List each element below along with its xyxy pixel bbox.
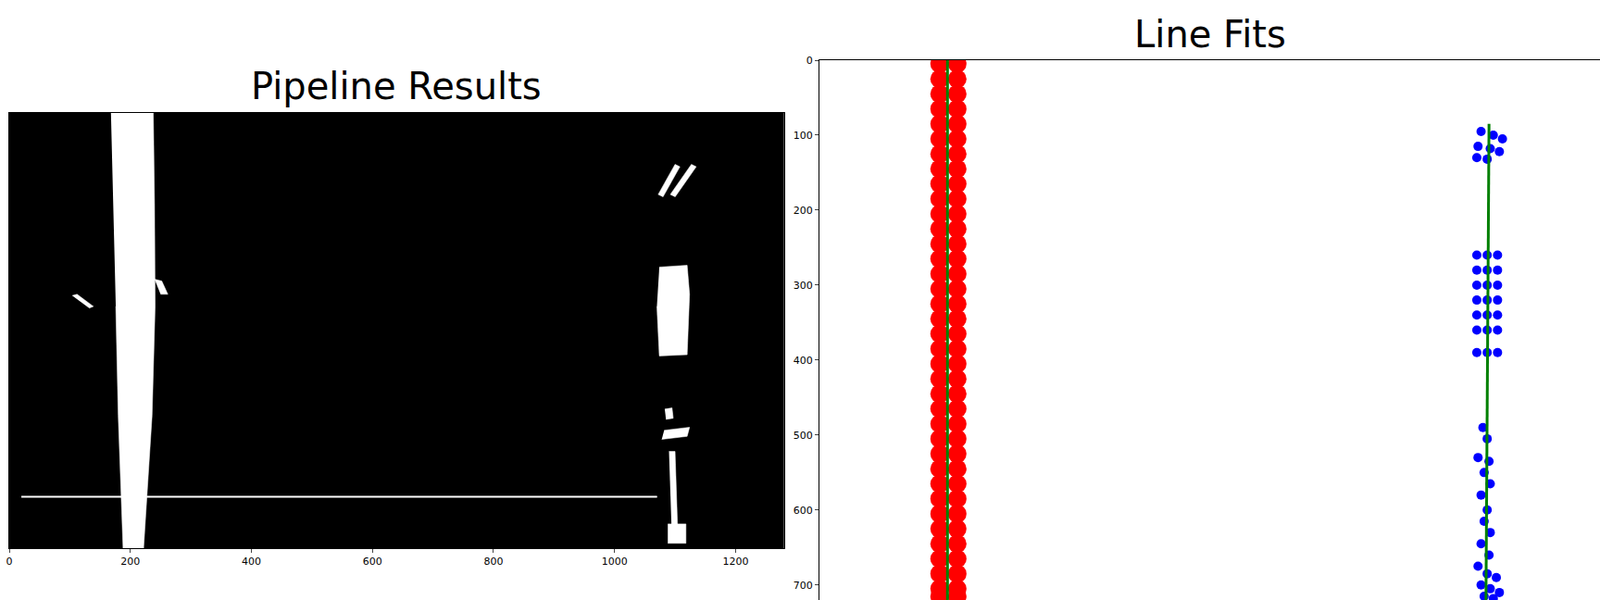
svg-text:600: 600 (362, 555, 383, 568)
svg-text:700: 700 (793, 579, 813, 592)
svg-text:200: 200 (793, 204, 813, 217)
svg-text:400: 400 (793, 354, 813, 367)
svg-text:0: 0 (6, 555, 13, 568)
svg-text:600: 600 (793, 504, 813, 517)
svg-text:Pipeline Results: Pipeline Results (250, 64, 542, 108)
svg-text:100: 100 (793, 129, 813, 142)
svg-text:800: 800 (483, 555, 503, 568)
svg-text:0: 0 (806, 54, 813, 67)
svg-text:200: 200 (120, 555, 140, 568)
svg-text:400: 400 (241, 555, 262, 568)
svg-text:500: 500 (793, 429, 813, 442)
svg-text:1000: 1000 (601, 555, 628, 568)
svg-text:1200: 1200 (722, 555, 749, 568)
svg-text:Line Fits: Line Fits (1134, 12, 1287, 56)
svg-text:300: 300 (793, 279, 813, 292)
